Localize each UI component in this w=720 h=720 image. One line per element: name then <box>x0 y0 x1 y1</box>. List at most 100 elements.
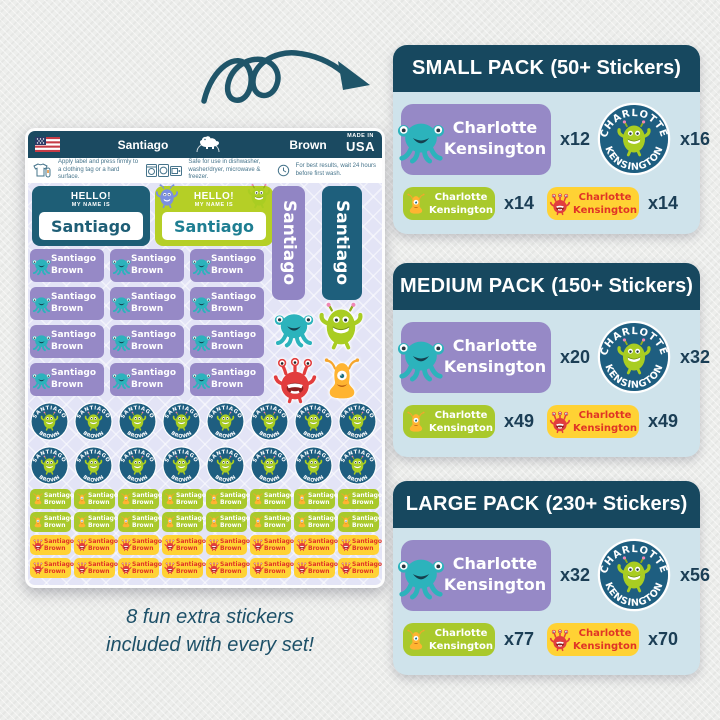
sheet-labels-area: HELLO! MY NAME IS Santiago HELLO! MY NAM… <box>28 182 383 585</box>
hello-name: Santiago <box>39 212 143 240</box>
pack-first-name: Charlotte <box>434 409 488 421</box>
label-last-name: Brown <box>51 303 84 314</box>
label-last-name: Brown <box>264 522 286 529</box>
pack-header-medium: MEDIUM PACK (150+ Stickers) <box>393 263 700 310</box>
name-label-green: Santiago Brown <box>338 512 382 532</box>
us-flag-icon <box>35 137 60 152</box>
label-last-name: Brown <box>211 379 244 390</box>
yellow-monster-icon <box>32 516 44 528</box>
octopus-monster-icon <box>112 372 131 390</box>
label-last-name: Brown <box>132 499 154 506</box>
round-name-sticker <box>206 446 245 485</box>
label-first-name: Santiago <box>44 514 75 522</box>
pack-green-label: Charlotte Kensington <box>403 187 495 220</box>
pack-qty: (50+ Stickers) <box>550 57 681 79</box>
label-first-name: Santiago <box>352 491 383 499</box>
purple-count: x12 <box>559 128 591 149</box>
label-first-name: Santiago <box>211 292 257 303</box>
octopus-monster-icon <box>192 296 211 314</box>
name-label-yellow: Santiago Brown <box>30 558 74 578</box>
round-name-sticker <box>162 402 201 441</box>
label-last-name: Brown <box>176 568 198 575</box>
red-monster-icon <box>164 561 176 575</box>
label-first-name: Santiago <box>131 292 177 303</box>
label-first-name: Santiago <box>264 560 295 568</box>
label-last-name: Brown <box>88 568 110 575</box>
sheet-last-name: Brown <box>289 138 327 152</box>
yellow-monster-icon <box>296 516 308 528</box>
name-label-purple: Santiago Brown <box>190 363 264 396</box>
name-label-green: Santiago Brown <box>294 512 338 532</box>
pack-first-name: Charlotte <box>452 554 538 574</box>
label-first-name: Santiago <box>132 514 163 522</box>
pack-body-small: Charlotte Kensington x12 x16 Charlotte K… <box>393 92 710 234</box>
label-first-name: Santiago <box>264 514 295 522</box>
label-last-name: Brown <box>88 545 110 552</box>
pack-first-name: Charlotte <box>434 627 488 639</box>
name-label-purple: Santiago Brown <box>30 287 104 320</box>
label-last-name: Brown <box>51 265 84 276</box>
label-first-name: Santiago <box>308 491 339 499</box>
label-first-name: Santiago <box>308 560 339 568</box>
green-monster-icon <box>247 182 271 209</box>
label-first-name: Santiago <box>132 537 163 545</box>
label-last-name: Brown <box>352 568 374 575</box>
name-label-yellow: Santiago Brown <box>30 535 75 555</box>
name-label-green: Santiago Brown <box>250 489 294 509</box>
octopus-monster-icon <box>32 334 51 352</box>
label-first-name: Santiago <box>220 491 251 499</box>
red-monster-icon <box>208 561 220 575</box>
pack-yellow-label: Charlotte Kensington <box>547 623 639 656</box>
label-last-name: Brown <box>131 265 164 276</box>
name-label-yellow: Santiago Brown <box>206 535 250 555</box>
usa-label: USA <box>346 138 375 154</box>
red-monster-icon <box>120 561 132 575</box>
tshirt-icon <box>33 162 51 177</box>
yellow-monster-icon <box>164 493 176 505</box>
round-name-sticker <box>118 446 157 485</box>
pack-card-large: LARGE PACK (230+ Stickers) Charlotte Ken… <box>393 481 710 675</box>
extra-stickers-note: 8 fun extra stickers included with every… <box>40 603 380 659</box>
red-monster-icon <box>208 538 220 552</box>
label-first-name: Santiago <box>211 368 257 379</box>
label-first-name: Santiago <box>176 537 207 545</box>
label-last-name: Brown <box>220 522 242 529</box>
octopus-monster-icon <box>192 258 211 276</box>
pack-last-name: Kensington <box>443 575 547 594</box>
yellow-monster-icon <box>164 516 176 528</box>
hello-name: Santiago <box>162 212 266 240</box>
round-name-sticker <box>30 446 69 485</box>
label-last-name: Brown <box>264 568 286 575</box>
sheet-header-bar: Santiago Brown MADE IN USA <box>28 131 382 158</box>
label-first-name: Santiago <box>352 560 383 568</box>
name-label-green: Santiago Brown <box>162 489 206 509</box>
round-name-sticker <box>30 402 69 441</box>
name-label-yellow: Santiago Brown <box>74 558 118 578</box>
yellow-monster-icon <box>406 192 426 214</box>
red-monster-sticker <box>273 355 317 404</box>
label-first-name: Santiago <box>44 537 75 545</box>
label-last-name: Brown <box>308 545 330 552</box>
red-monster-icon <box>120 538 132 552</box>
pack-purple-label: Charlotte Kensington <box>401 539 551 611</box>
yellow-label-grid: Santiago Brown Santiago Brown <box>30 535 382 578</box>
pack-first-name: Charlotte <box>578 191 632 203</box>
my-name-is-text: MY NAME IS <box>71 202 111 208</box>
name-label-yellow: Santiago Brown <box>338 558 383 578</box>
green-count: x49 <box>503 411 535 431</box>
yellow-monster-icon <box>406 628 426 650</box>
purple-count: x20 <box>559 346 591 367</box>
octopus-monster-icon <box>192 334 211 352</box>
hello-text: HELLO! <box>193 191 235 202</box>
label-last-name: Brown <box>211 303 244 314</box>
pack-last-name: Kensington <box>573 204 637 216</box>
octopus-monster-icon <box>112 334 131 352</box>
pack-last-name: Kensington <box>573 640 637 652</box>
made-in-label: MADE IN <box>347 133 374 139</box>
label-first-name: Santiago <box>264 537 295 545</box>
pack-body-medium: Charlotte Kensington x20 x32 Charlotte K… <box>393 310 710 457</box>
instruction-safe: Safe for use in dishwasher, washer/dryer… <box>188 159 261 181</box>
name-label-green: Santiago Brown <box>118 512 163 532</box>
label-last-name: Brown <box>44 545 66 552</box>
